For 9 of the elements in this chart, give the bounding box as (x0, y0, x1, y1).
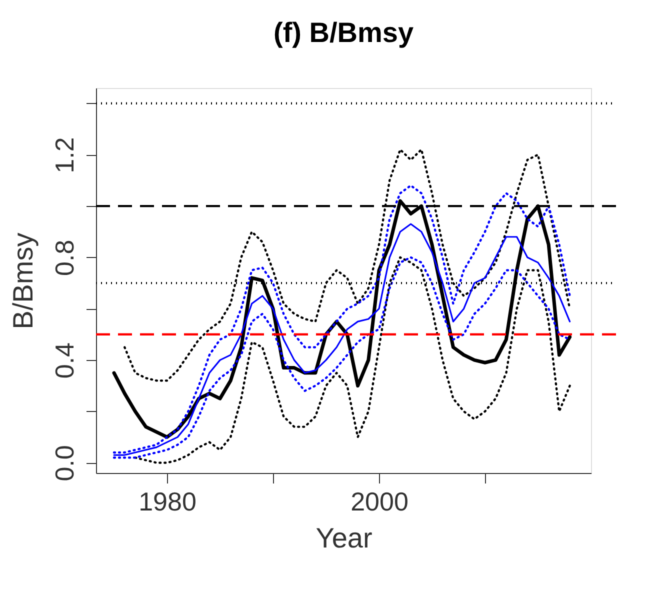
y-axis-title: B/Bmsy (8, 232, 38, 330)
y-tick-label: 0.4 (50, 342, 80, 379)
y-tick-label: 0.0 (50, 445, 80, 482)
x-axis-title: Year (316, 522, 372, 554)
x-tick-label: 1980 (138, 486, 196, 516)
y-tick-label: 0.8 (50, 240, 80, 276)
y-tick-label: 1.2 (50, 137, 80, 174)
chart-title: (f) B/Bmsy (273, 17, 414, 48)
x-tick-label: 2000 (350, 486, 408, 516)
